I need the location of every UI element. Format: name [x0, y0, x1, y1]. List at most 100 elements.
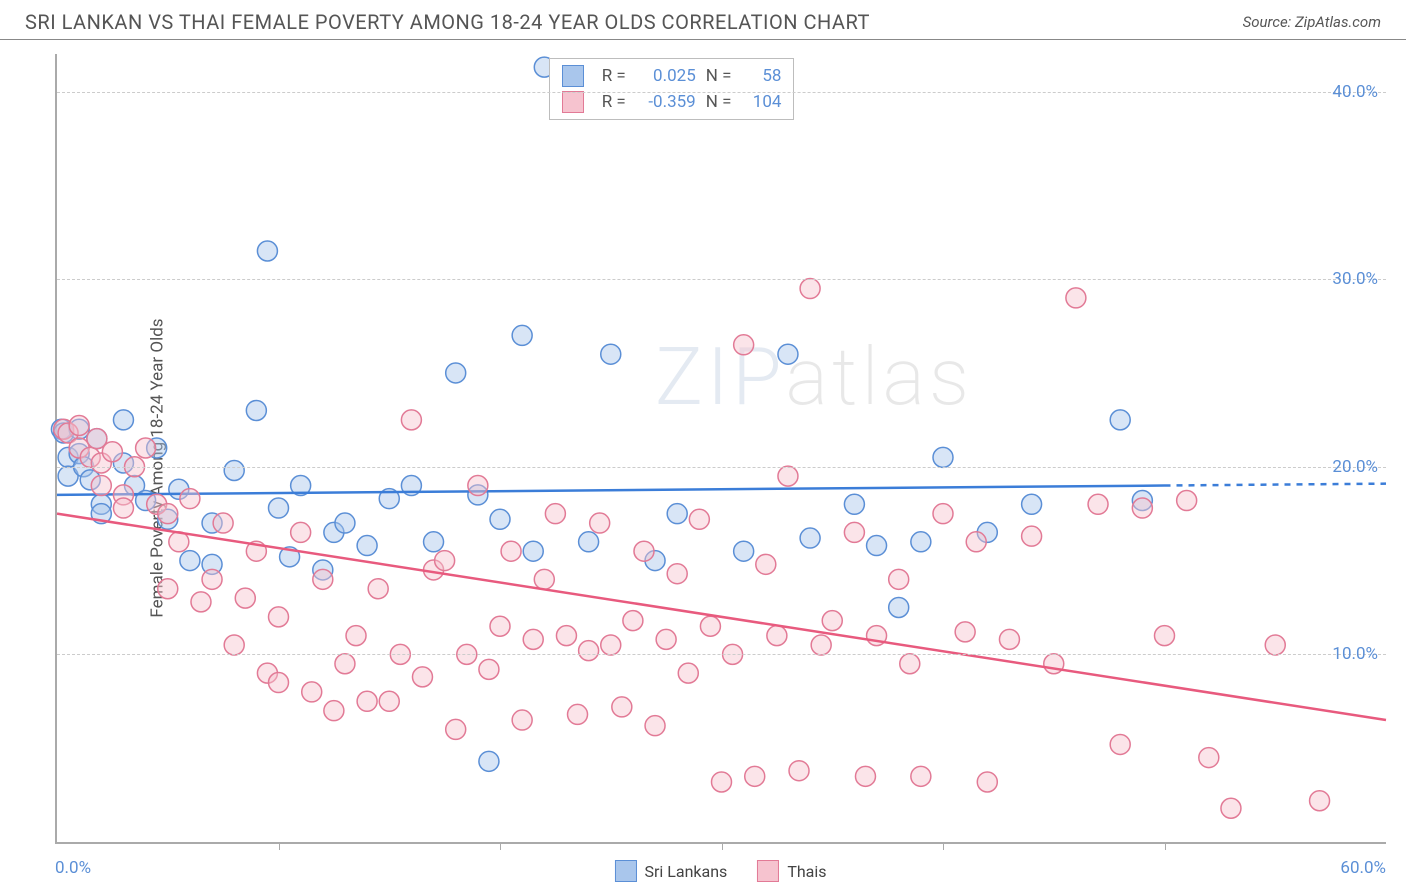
data-point [667, 504, 687, 524]
data-point [1177, 491, 1197, 511]
data-point [634, 541, 654, 561]
series-name: Thais [787, 862, 826, 881]
data-point [1310, 791, 1330, 811]
data-point [490, 616, 510, 636]
data-point [224, 461, 244, 481]
y-tick-label: 30.0% [1332, 269, 1378, 289]
data-point [269, 607, 289, 627]
trend-line-extrapolated [1165, 484, 1387, 486]
data-point [335, 654, 355, 674]
data-point [91, 476, 111, 496]
data-point [1022, 494, 1042, 514]
series-legend-item: Thais [757, 860, 826, 882]
data-point [1088, 494, 1108, 514]
data-point [1155, 626, 1175, 646]
x-axis-labels: 0.0% Sri LankansThais 60.0% [55, 848, 1386, 892]
legend-swatch [614, 860, 636, 882]
data-point [324, 701, 344, 721]
gridline [57, 92, 1386, 93]
data-point [1199, 748, 1219, 768]
data-point [734, 541, 754, 561]
data-point [579, 532, 599, 552]
data-point [246, 400, 266, 420]
data-point [999, 629, 1019, 649]
data-point [523, 541, 543, 561]
data-point [889, 597, 909, 617]
data-point [734, 335, 754, 355]
data-point [545, 504, 565, 524]
x-min-label: 0.0% [55, 858, 91, 878]
y-tick-label: 40.0% [1332, 82, 1378, 102]
legend-N-value: 58 [741, 66, 781, 86]
data-point [844, 494, 864, 514]
data-point [501, 541, 521, 561]
legend-swatch [757, 860, 779, 882]
data-point [1265, 635, 1285, 655]
data-point [291, 522, 311, 542]
data-point [136, 438, 156, 458]
data-point [1110, 410, 1130, 430]
legend-R-label: R = [602, 66, 626, 86]
plot-svg [57, 54, 1386, 842]
data-point [911, 532, 931, 552]
data-point [379, 691, 399, 711]
series-legend: Sri LankansThais [614, 860, 826, 882]
data-point [412, 667, 432, 687]
legend-N-label: N = [706, 92, 732, 112]
data-point [446, 719, 466, 739]
gridline [57, 279, 1386, 280]
x-max-label: 60.0% [1340, 858, 1386, 878]
gridline [57, 654, 1386, 655]
data-point [900, 654, 920, 674]
data-point [158, 504, 178, 524]
y-tick-label: 10.0% [1332, 644, 1378, 664]
legend-R-label: R = [602, 92, 626, 112]
data-point [180, 489, 200, 509]
data-point [180, 551, 200, 571]
data-point [269, 498, 289, 518]
data-point [667, 564, 687, 584]
data-point [1022, 526, 1042, 546]
data-point [102, 442, 122, 462]
data-point [966, 532, 986, 552]
data-point [745, 766, 765, 786]
data-point [479, 751, 499, 771]
data-point [69, 415, 89, 435]
data-point [689, 509, 709, 529]
data-point [313, 569, 333, 589]
data-point [933, 504, 953, 524]
data-point [1110, 734, 1130, 754]
data-point [435, 551, 455, 571]
data-point [534, 569, 554, 589]
data-point [357, 536, 377, 556]
data-point [235, 588, 255, 608]
legend-R-value: 0.025 [636, 66, 696, 86]
legend-row: R =-0.359N =104 [562, 89, 782, 115]
data-point [756, 554, 776, 574]
data-point [346, 626, 366, 646]
data-point [977, 772, 997, 792]
chart-title: SRI LANKAN VS THAI FEMALE POVERTY AMONG … [25, 10, 870, 34]
data-point [302, 682, 322, 702]
data-point [700, 616, 720, 636]
gridline [57, 467, 1386, 468]
legend-swatch [562, 91, 584, 113]
data-point [446, 363, 466, 383]
data-point [811, 635, 831, 655]
data-point [933, 447, 953, 467]
data-point [468, 476, 488, 496]
chart-area: Female Poverty Among 18-24 Year Olds ZIP… [0, 44, 1406, 892]
data-point [601, 635, 621, 655]
chart-source: Source: ZipAtlas.com [1243, 13, 1381, 31]
data-point [601, 344, 621, 364]
data-point [767, 626, 787, 646]
correlation-legend: R = 0.025 N = 58 R =-0.359N =104 [549, 58, 795, 120]
data-point [568, 704, 588, 724]
data-point [789, 761, 809, 781]
y-tick-label: 20.0% [1332, 457, 1378, 477]
data-point [822, 611, 842, 631]
data-point [590, 513, 610, 533]
data-point [269, 673, 289, 693]
data-point [490, 509, 510, 529]
data-point [523, 629, 543, 649]
